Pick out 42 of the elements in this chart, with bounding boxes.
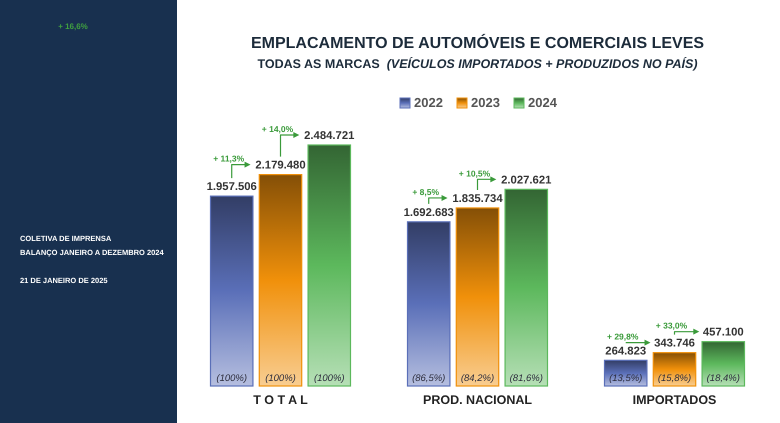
annotation: (86,5%) [412,373,446,384]
annotation: (84,2%) [460,373,494,384]
text: + 14,0% [262,124,294,134]
annotation: (15,8%) [658,373,692,384]
annotation: (100%) [314,373,345,384]
annotation: + 29,8% [607,332,639,342]
data-label: 1.835.734 [452,192,504,205]
annotation: + 11,3% [213,154,245,164]
annotation: (100%) [265,373,296,384]
data-label: 2.027.621 [501,174,552,186]
data-label: 264.823 [605,345,646,358]
annotation: (13,5%) [609,373,642,384]
legend-label: 2022 [414,95,443,110]
legend-label: 2023 [471,95,500,110]
data-label: 2.484.721 [304,130,354,142]
text: + 16,6% [58,22,88,31]
chart-title: EMPLACAMENTO DE AUTOMÓVEIS E COMERCIAIS LEVES [250,33,704,52]
x-tick-label: IMPORTADOS [632,393,716,407]
bar [504,188,548,387]
bar [307,144,352,387]
bar [604,360,648,387]
annotation: (18,4%) [706,373,740,384]
bar [701,341,746,387]
annotation: + 10,5% [458,168,491,178]
bar [258,174,302,387]
annotation: + 8,5% [412,186,440,197]
annotation: + 33,0% [656,320,688,331]
chart-subtitle: TODAS AS MARCAS (VEÍCULOS IMPORTADOS + PRODUZIDOS NO PAÍS) [258,56,698,71]
legend-label: 2024 [528,95,558,110]
x-tick-label: PROD. NACIONAL [422,393,532,407]
data-label: 343.746 [654,338,695,350]
data-label: 2.179.480 [255,160,306,172]
data-label: 1.692.683 [404,206,454,219]
bar [456,207,500,387]
annotation: (100%) [216,373,248,384]
annotation: (81,6%) [510,373,543,384]
bar [406,221,451,387]
x-tick-label: T O T A L [253,393,308,407]
data-label: 1.957.506 [206,181,257,194]
bar [652,352,696,387]
bar [210,196,254,387]
data-label: 457.100 [702,326,744,339]
